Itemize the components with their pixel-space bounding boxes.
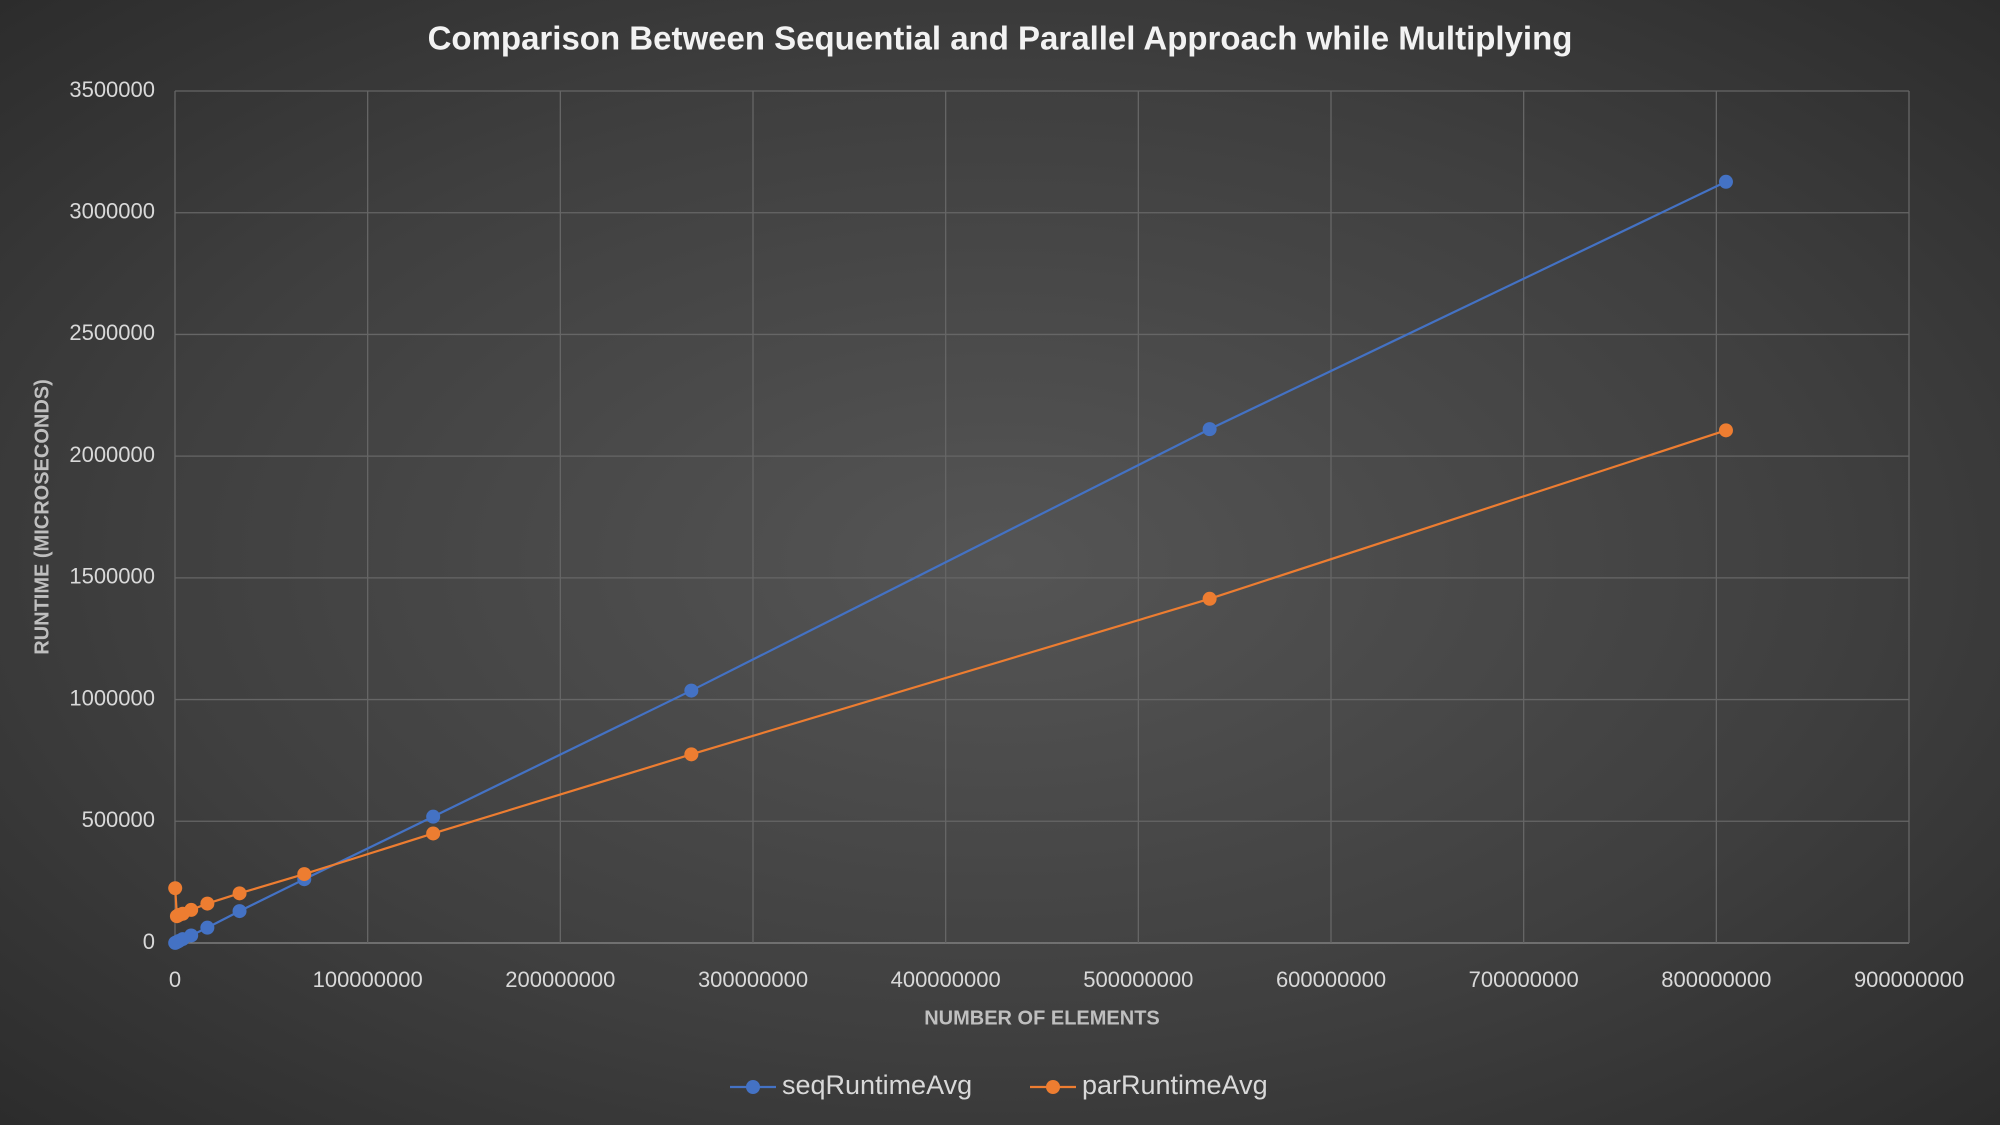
x-tick-label: 900000000 [1854, 967, 1964, 992]
legend-text: parRuntimeAvg [1082, 1070, 1268, 1100]
y-tick-label: 3000000 [69, 199, 155, 224]
y-tick-label: 3500000 [69, 77, 155, 102]
y-tick-label: 2000000 [69, 442, 155, 467]
data-point [1202, 422, 1217, 437]
x-tick-label: 200000000 [505, 967, 615, 992]
x-tick-label: 800000000 [1661, 967, 1771, 992]
x-tick-label: 400000000 [891, 967, 1001, 992]
data-point [184, 902, 199, 917]
data-point [426, 809, 441, 824]
x-tick-label: 500000000 [1083, 967, 1193, 992]
series-line [174, 429, 1727, 919]
data-point [1718, 423, 1733, 438]
y-tick-label: 1500000 [69, 564, 155, 589]
y-tick-label: 1000000 [69, 685, 155, 710]
data-point [684, 683, 699, 698]
data-point [684, 747, 699, 762]
x-tick-label: 100000000 [313, 967, 423, 992]
legend-marker [746, 1080, 760, 1094]
x-tick-label: 600000000 [1276, 967, 1386, 992]
data-point [232, 904, 247, 919]
chart-title: Comparison Between Sequential and Parall… [428, 20, 1573, 57]
x-axis-title: NUMBER OF ELEMENTS [924, 1007, 1160, 1029]
y-tick-label: 2500000 [69, 320, 155, 345]
data-point [232, 886, 247, 901]
data-point [200, 896, 215, 911]
legend-text: seqRuntimeAvg [782, 1070, 972, 1100]
y-axis-title: RUNTIME (MICROSECONDS) [31, 379, 53, 655]
y-tick-label: 0 [143, 929, 155, 954]
data-point [200, 920, 215, 935]
y-tick-label: 500000 [82, 807, 155, 832]
x-tick-label: 700000000 [1469, 967, 1579, 992]
series-line [174, 180, 1727, 944]
x-tick-label: 300000000 [698, 967, 808, 992]
data-point [297, 867, 312, 882]
data-point [1202, 591, 1217, 606]
x-tick-label: 0 [169, 967, 181, 992]
data-point [168, 881, 183, 896]
data-point [1718, 174, 1733, 189]
data-point [426, 826, 441, 841]
data-point [184, 928, 199, 943]
legend-marker [1046, 1080, 1060, 1094]
